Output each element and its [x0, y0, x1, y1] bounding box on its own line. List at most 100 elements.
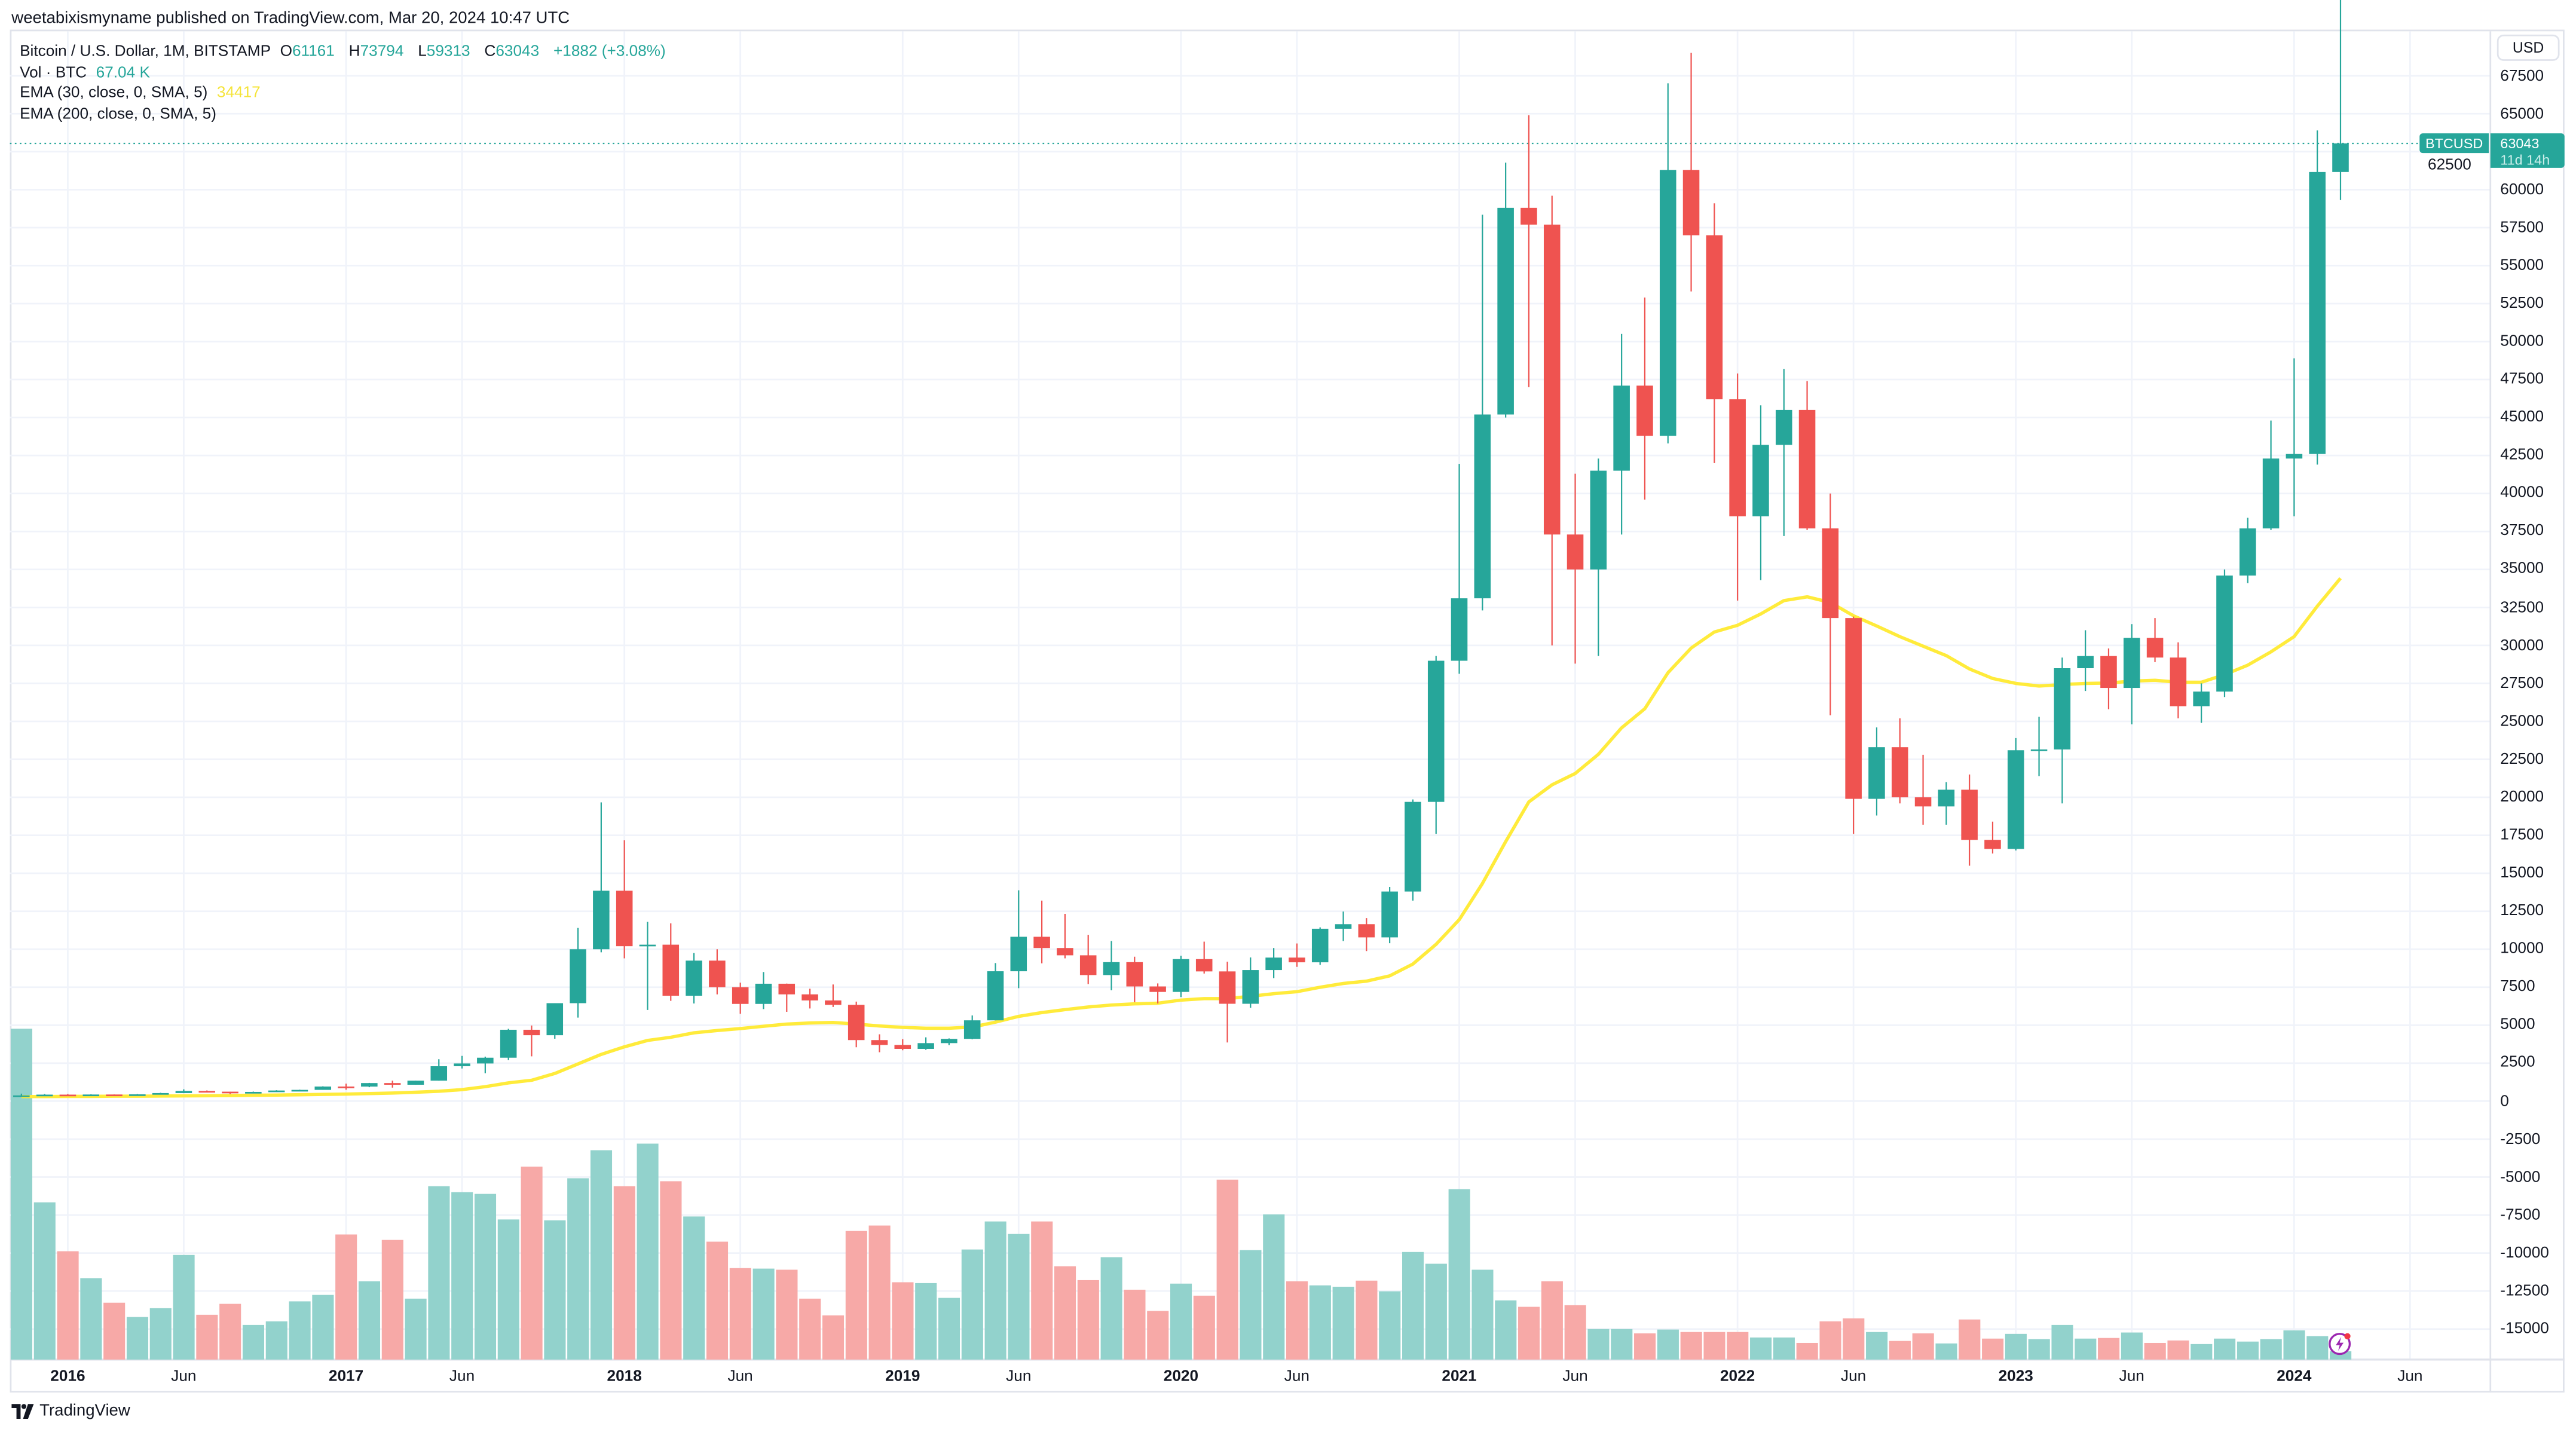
time-tick-label: 2018: [607, 1367, 642, 1386]
candle-body: [2077, 656, 2094, 669]
candle-body: [616, 891, 633, 947]
high-label: H: [348, 42, 360, 61]
bar-countdown: 11d 14h: [2500, 151, 2550, 168]
volume-label[interactable]: Vol · BTC: [20, 63, 87, 82]
chart-frame[interactable]: [10, 29, 2565, 1393]
price-tick-label: 50000: [2500, 332, 2544, 351]
candle-body: [639, 944, 656, 947]
volume-bar: [289, 1301, 311, 1360]
volume-bar: [1518, 1306, 1540, 1360]
candle-body: [755, 983, 772, 1004]
volume-bar: [405, 1298, 427, 1360]
price-tick-label: 2500: [2500, 1054, 2535, 1073]
volume-bar: [57, 1251, 79, 1360]
volume-bar: [729, 1268, 751, 1360]
ohlc-open: O61161: [280, 43, 340, 61]
volume-bar: [799, 1298, 821, 1360]
price-tick-label: 37500: [2500, 522, 2544, 541]
price-tick-label: -2500: [2500, 1130, 2541, 1149]
candle-body: [2240, 528, 2256, 576]
candle-body: [1961, 790, 1978, 840]
candle-body: [2170, 657, 2187, 706]
volume-bar: [521, 1166, 543, 1360]
volume-bar: [1332, 1286, 1354, 1360]
volume-bar: [1935, 1343, 1957, 1360]
volume-bar: [2144, 1342, 2166, 1360]
ohlc-low: L59313: [418, 43, 475, 61]
candle-body: [1775, 409, 1792, 445]
candle-body: [987, 971, 1004, 1021]
candle-body: [1358, 924, 1375, 938]
tradingview-logo-icon[interactable]: [11, 1404, 35, 1419]
currency-button[interactable]: USD: [2497, 34, 2560, 61]
ema200-label[interactable]: EMA (200, close, 0, SMA, 5): [20, 104, 216, 123]
low-value: 59313: [426, 42, 470, 61]
volume-bar: [474, 1194, 497, 1360]
candle-body: [268, 1090, 285, 1093]
price-tick-label: 20000: [2500, 788, 2544, 807]
tradingview-brand[interactable]: TradingView: [39, 1402, 130, 1421]
volume-bar: [1773, 1337, 1795, 1360]
price-tick-label: -7500: [2500, 1205, 2541, 1225]
candle-body: [36, 1094, 53, 1097]
candle-body: [1311, 928, 1329, 963]
volume-bar: [381, 1240, 403, 1360]
candle-body: [1752, 445, 1769, 516]
volume-bar: [822, 1315, 845, 1360]
candle-body: [2123, 638, 2140, 689]
price-tick-label: 65000: [2500, 105, 2544, 123]
volume-bar: [938, 1298, 960, 1360]
candle-body: [1265, 957, 1282, 971]
time-tick-label: 2020: [1163, 1367, 1199, 1386]
candle-body: [1079, 955, 1097, 975]
open-value: 61161: [292, 42, 335, 61]
candle-body: [709, 960, 726, 987]
lightning-icon[interactable]: [2327, 1332, 2352, 1356]
volume-bar: [961, 1249, 983, 1360]
time-tick-label: 2016: [50, 1367, 85, 1386]
volume-bar: [2121, 1332, 2143, 1360]
price-tick-label: 10000: [2500, 940, 2544, 959]
candle-body: [1636, 385, 1653, 436]
candle-body: [129, 1094, 146, 1096]
time-tick-label: 2021: [1442, 1367, 1477, 1386]
price-tick-label: 7500: [2500, 978, 2535, 996]
candle-body: [1543, 224, 1561, 535]
candle-body: [778, 983, 796, 995]
last-price: 63043: [2500, 134, 2540, 152]
volume-bar: [2237, 1341, 2259, 1360]
candle-body: [13, 1095, 30, 1097]
volume-bar: [1634, 1333, 1656, 1360]
volume-bar: [1054, 1266, 1076, 1360]
candle-body: [1335, 924, 1352, 929]
candle-body: [1984, 840, 2001, 849]
volume-bar: [1425, 1263, 1447, 1360]
volume-bar: [242, 1324, 265, 1360]
candle-body: [686, 960, 702, 996]
candle-body: [1567, 534, 1584, 570]
symbol-title[interactable]: Bitcoin / U.S. Dollar, 1M, BITSTAMP: [20, 42, 271, 61]
candle-body: [1173, 959, 1189, 992]
volume-bar: [1193, 1295, 1215, 1360]
volume-bar: [590, 1150, 613, 1360]
candle-body: [1427, 660, 1445, 802]
candle-body: [175, 1091, 192, 1093]
candle-body: [361, 1083, 378, 1087]
low-label: L: [418, 42, 427, 61]
price-tick-label: 60000: [2500, 180, 2544, 199]
ema30-line: [21, 577, 2342, 1099]
volume-bar: [1982, 1338, 2004, 1360]
candle-body: [1497, 207, 1514, 415]
ema30-label[interactable]: EMA (30, close, 0, SMA, 5): [20, 84, 208, 102]
volume-bar: [1680, 1332, 1702, 1360]
candle-body: [1938, 790, 1955, 807]
candle-body: [1451, 598, 1468, 661]
volume-bar: [1309, 1285, 1331, 1360]
candle-body: [1729, 399, 1746, 516]
volume-bar: [984, 1221, 1006, 1360]
volume-value: 67.04 K: [96, 63, 150, 82]
candle-body: [106, 1094, 123, 1097]
candle-body: [894, 1045, 911, 1049]
candle-body: [152, 1093, 169, 1095]
